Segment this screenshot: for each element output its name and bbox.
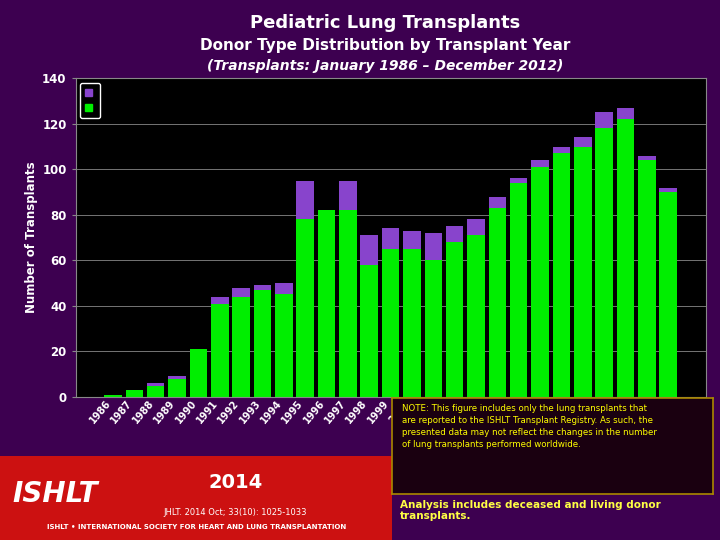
Bar: [189, 349, 207, 397]
Bar: [318, 210, 336, 397]
Text: JHLT. 2014 Oct; 33(10): 1025-1033: JHLT. 2014 Oct; 33(10): 1025-1033: [163, 508, 307, 517]
Bar: [104, 395, 122, 397]
Text: ISHLT: ISHLT: [12, 480, 98, 508]
Bar: [660, 192, 677, 397]
Bar: [382, 228, 400, 249]
Text: 2014: 2014: [208, 473, 263, 492]
Bar: [297, 181, 314, 219]
Bar: [553, 146, 570, 153]
Bar: [168, 376, 186, 379]
Bar: [595, 129, 613, 397]
Text: ISHLT • INTERNATIONAL SOCIETY FOR HEART AND LUNG TRANSPLANTATION: ISHLT • INTERNATIONAL SOCIETY FOR HEART …: [47, 524, 346, 530]
Legend: , : ,: [81, 83, 100, 118]
Bar: [233, 288, 250, 297]
Bar: [531, 167, 549, 397]
Bar: [403, 249, 420, 397]
Bar: [638, 156, 656, 160]
Bar: [553, 153, 570, 397]
Bar: [510, 178, 528, 183]
Bar: [211, 303, 228, 397]
Bar: [168, 379, 186, 397]
Bar: [147, 383, 164, 386]
Bar: [617, 119, 634, 397]
Bar: [510, 183, 528, 397]
Bar: [446, 226, 464, 242]
Text: Donor Type Distribution by Transplant Year: Donor Type Distribution by Transplant Ye…: [200, 38, 570, 53]
Bar: [253, 290, 271, 397]
Y-axis label: Number of Transplants: Number of Transplants: [25, 162, 38, 313]
Bar: [339, 210, 356, 397]
Bar: [147, 386, 164, 397]
Bar: [638, 160, 656, 397]
Bar: [425, 260, 442, 397]
Bar: [403, 231, 420, 249]
Bar: [446, 242, 464, 397]
Bar: [617, 108, 634, 119]
Bar: [574, 146, 592, 397]
Bar: [297, 219, 314, 397]
Bar: [595, 112, 613, 129]
Text: Analysis includes deceased and living donor
transplants.: Analysis includes deceased and living do…: [400, 500, 660, 521]
Bar: [425, 233, 442, 260]
Bar: [339, 181, 356, 210]
Bar: [275, 294, 292, 397]
Bar: [467, 219, 485, 235]
Bar: [361, 235, 378, 265]
Text: NOTE: This figure includes only the lung transplants that
are reported to the IS: NOTE: This figure includes only the lung…: [402, 404, 657, 449]
Bar: [211, 297, 228, 303]
Bar: [361, 265, 378, 397]
Bar: [660, 187, 677, 192]
Bar: [382, 249, 400, 397]
Bar: [275, 283, 292, 294]
Bar: [467, 235, 485, 397]
Bar: [489, 197, 506, 208]
Text: Pediatric Lung Transplants: Pediatric Lung Transplants: [250, 14, 521, 31]
Bar: [233, 297, 250, 397]
Bar: [125, 390, 143, 397]
Bar: [489, 208, 506, 397]
Bar: [574, 138, 592, 146]
Text: (Transplants: January 1986 – December 2012): (Transplants: January 1986 – December 20…: [207, 59, 563, 73]
Bar: [253, 285, 271, 290]
Bar: [531, 160, 549, 167]
